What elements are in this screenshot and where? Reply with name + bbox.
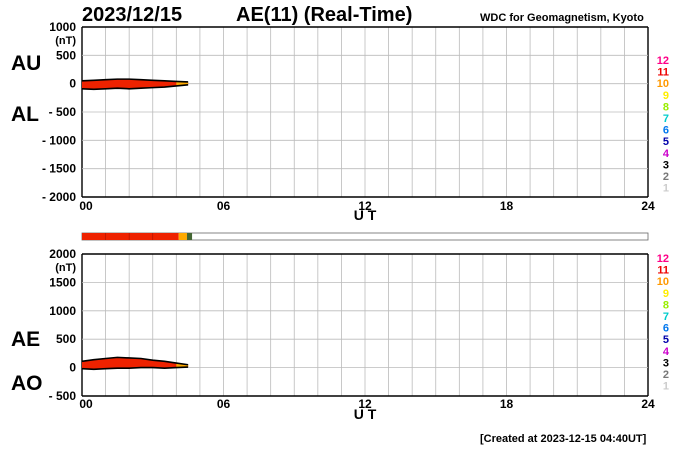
- x-tick-label: 06: [217, 397, 231, 411]
- station-legend-label: 8: [663, 101, 669, 113]
- station-count-bar: [81, 232, 649, 241]
- station-legend-label: 1: [663, 183, 669, 195]
- x-tick-label: 24: [641, 397, 655, 411]
- series-line-ae: [81, 356, 189, 366]
- station-bar-segment: [186, 233, 193, 240]
- station-legend-label: 4: [663, 148, 670, 160]
- station-bar-segment: [82, 233, 179, 240]
- x-axis-label: U T: [354, 406, 377, 422]
- station-legend-label: 5: [663, 136, 669, 148]
- y-tick-label: 2000: [49, 247, 76, 261]
- station-legend-label: 10: [657, 276, 669, 288]
- y-tick-label: - 2000: [42, 190, 76, 204]
- y-tick-label: - 1500: [42, 162, 76, 176]
- x-tick-label: 00: [79, 199, 93, 213]
- au-label: AU: [11, 52, 42, 75]
- ae-label: AE: [11, 328, 41, 351]
- station-legend-label: 6: [663, 125, 669, 137]
- envelope-fill: [82, 357, 189, 370]
- x-tick-label: 18: [500, 199, 514, 213]
- x-tick-label: 00: [79, 397, 93, 411]
- x-tick-label: 06: [217, 199, 231, 213]
- y-tick-label: 1500: [49, 275, 76, 289]
- y-tick-label: - 500: [49, 389, 77, 403]
- y-tick-label: 1000: [49, 20, 76, 34]
- y-tick-label: - 500: [49, 105, 77, 119]
- ae-ao-panel: 2000 1500 1000 500 0 - 500 (nT) 00 06 12 18 24 U T: [49, 247, 655, 422]
- chart-title: AE(11) (Real-Time): [236, 4, 413, 26]
- station-legend-label: 9: [663, 288, 669, 300]
- ao-label: AO: [11, 372, 43, 395]
- station-legend-label: 8: [663, 299, 669, 311]
- station-legend-label: 2: [663, 171, 669, 183]
- series-line-al: [81, 84, 189, 91]
- station-legend-label: 10: [657, 78, 669, 90]
- y-tick-label: 0: [69, 361, 76, 375]
- x-axis-label: U T: [354, 207, 377, 223]
- station-legend-label: 7: [663, 113, 669, 125]
- series-line-ao: [81, 366, 189, 371]
- y-tick-label: 500: [56, 332, 76, 346]
- x-tick-label: 18: [500, 397, 514, 411]
- chart-date: 2023/12/15: [82, 4, 183, 26]
- y-axis-unit: (nT): [55, 35, 76, 47]
- station-legend-label: 1: [663, 381, 669, 393]
- y-tick-label: 1000: [49, 304, 76, 318]
- series-line-au: [81, 78, 189, 83]
- au-al-panel: 1000 500 0 - 500 - 1000 - 1500 - 2000 (nT) 00 06 1…: [42, 20, 655, 223]
- station-legend-label: 9: [663, 90, 669, 102]
- station-legend-label: 2: [663, 369, 669, 381]
- organization-label: WDC for Geomagnetism, Kyoto: [480, 12, 644, 24]
- x-tick-label: 12: [358, 397, 372, 411]
- x-tick-label: 24: [641, 199, 655, 213]
- station-legend-label: 6: [663, 323, 669, 335]
- al-label: AL: [11, 103, 39, 126]
- station-legend-label: 3: [663, 159, 669, 171]
- station-legend-label: 3: [663, 357, 669, 369]
- station-legend-label: 12: [657, 55, 669, 67]
- station-legend-label: 4: [663, 346, 670, 358]
- station-legend-label: 7: [663, 311, 669, 323]
- station-legend-label: 11: [657, 67, 669, 79]
- station-bar-segment: [178, 233, 187, 240]
- station-legend-label: 5: [663, 334, 669, 346]
- y-tick-label: 500: [56, 48, 76, 62]
- station-legend-label: 12: [657, 253, 669, 265]
- y-tick-label: - 1000: [42, 133, 76, 147]
- station-legend-label: 11: [657, 265, 669, 277]
- x-tick-label: 12: [358, 199, 372, 213]
- y-axis-unit: (nT): [55, 262, 76, 274]
- created-timestamp: [Created at 2023-12-15 04:40UT]: [480, 433, 647, 445]
- y-tick-label: 0: [69, 77, 76, 91]
